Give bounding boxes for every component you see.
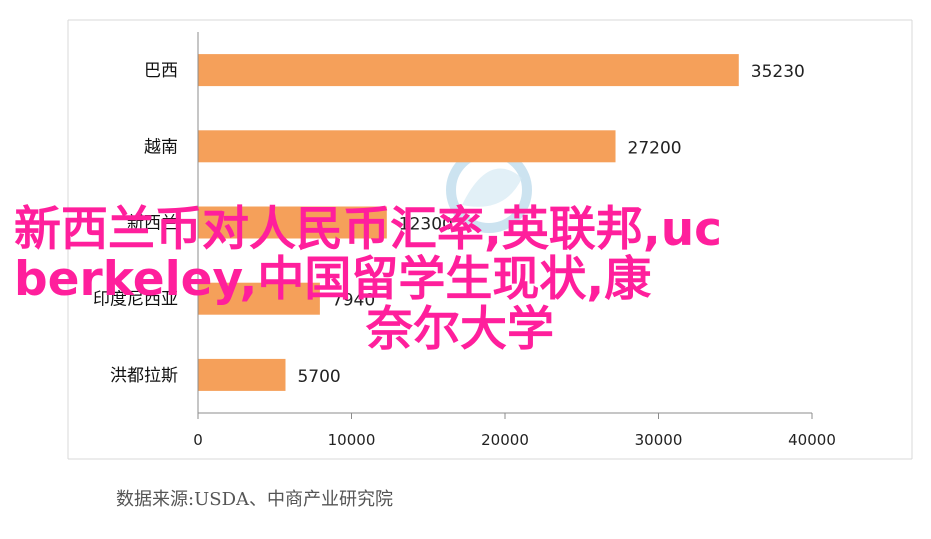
value-label-2: 12300	[399, 215, 453, 235]
bar-2	[198, 206, 387, 239]
category-label-4: 洪都拉斯	[110, 366, 178, 386]
value-label-4: 5700	[297, 367, 340, 387]
bar-4	[198, 358, 286, 391]
category-label-1: 越南	[144, 137, 178, 157]
category-label-2: 新西兰	[127, 214, 178, 234]
overlay-line-2: berkeley,中国留学生现状,康	[14, 252, 651, 307]
bar-3	[198, 282, 320, 315]
x-tick-label-0: 0	[193, 431, 203, 449]
overlay-title: 新西兰币对人民币汇率,英联邦,uc berkeley,中国留学生现状,康 奈尔大…	[14, 202, 722, 357]
category-label-3: 印度尼西亚	[93, 290, 178, 310]
x-tick-label-2: 20000	[481, 431, 529, 449]
value-label-1: 27200	[628, 138, 682, 158]
x-tick-label-1: 10000	[328, 431, 376, 449]
overlay-line-1: 新西兰币对人民币汇率,英联邦,uc	[14, 202, 722, 257]
value-label-0: 35230	[751, 62, 805, 82]
overlay-line-3: 奈尔大学	[365, 302, 554, 357]
bar-1	[198, 130, 616, 163]
x-tick-label-3: 30000	[635, 431, 683, 449]
x-axis-ticks: 0 10000 20000 30000 40000	[193, 413, 836, 449]
x-tick-label-4: 40000	[788, 431, 836, 449]
category-label-0: 巴西	[144, 61, 178, 81]
value-label-3: 7940	[332, 291, 375, 311]
bar-0	[198, 54, 739, 87]
value-labels: 35230 27200 12300 7940 5700	[297, 62, 804, 387]
source-caption: 数据来源:USDA、中商产业研究院	[116, 489, 393, 510]
bars-layer	[198, 54, 739, 391]
